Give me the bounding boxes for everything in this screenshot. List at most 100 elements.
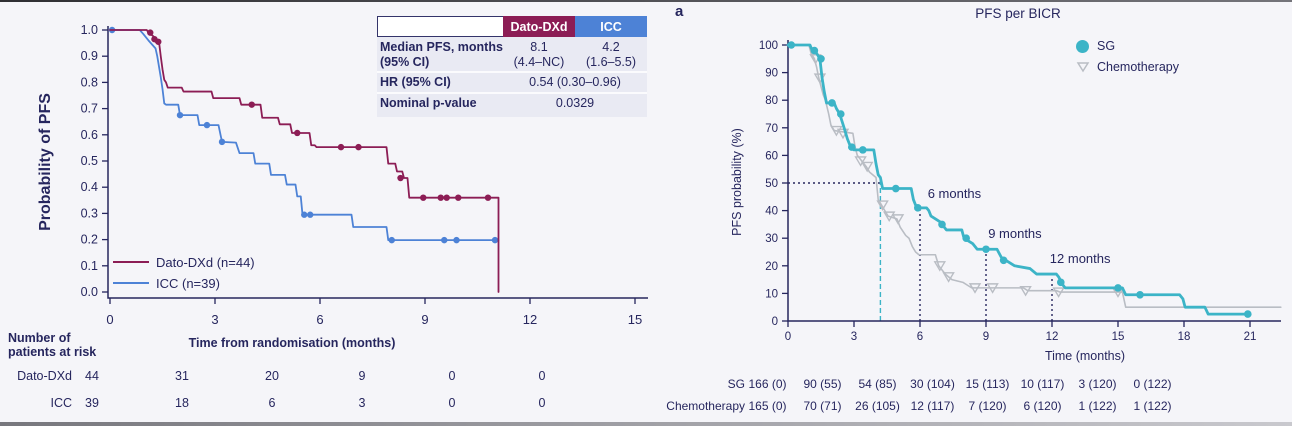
right-chart-title: PFS per BICR: [975, 6, 1061, 21]
risk-value: 7 (120): [968, 399, 1007, 413]
y-tick-label: 100: [759, 40, 778, 52]
sg-legend-marker-icon: [1076, 40, 1089, 53]
risk-value: 26 (105): [855, 399, 900, 413]
censor-mark-dot: [455, 194, 462, 201]
censor-mark-dot: [388, 236, 395, 244]
x-tick-label: 9: [983, 331, 989, 343]
censor-mark-triangle: [986, 283, 999, 294]
censor-mark-dot: [828, 99, 836, 107]
inset-row-separator: [377, 92, 647, 94]
x-tick-label: 9: [421, 312, 428, 327]
risk-row-label: Chemotherapy: [666, 399, 745, 413]
risk-value: 10 (117): [1020, 377, 1065, 391]
censor-mark-dot: [301, 211, 308, 218]
annotation-6-months: 6 months: [927, 186, 982, 202]
risk-value: 15 (113): [965, 377, 1010, 391]
x-tick-label: 3: [211, 312, 218, 327]
risk-value: 1 (122): [1133, 399, 1172, 413]
censor-mark-dot: [453, 236, 460, 244]
y-tick-label: 1.0: [81, 23, 98, 37]
inset-header-icc: ICC: [575, 16, 647, 37]
censor-mark-dot: [441, 236, 448, 244]
censor-mark-triangle: [860, 161, 874, 173]
censor-mark-dot: [914, 204, 922, 212]
censor-mark-dot: [294, 129, 301, 137]
risk-value: 165 (0): [748, 399, 787, 413]
censor-mark-dot: [999, 256, 1008, 265]
inset-header-empty-cell: [377, 16, 503, 37]
x-tick-label: 6: [917, 331, 923, 343]
censor-mark-dot: [337, 143, 345, 151]
risk-value: 70 (71): [803, 399, 842, 413]
risk-value: 0: [538, 396, 546, 410]
risk-value: 3 (120): [1078, 377, 1117, 391]
x-tick-label: 12: [523, 312, 537, 327]
risk-value: 90 (55): [803, 377, 842, 391]
risk-value: 39: [85, 396, 99, 410]
x-tick-label: 21: [1244, 331, 1257, 343]
censor-mark-dot: [155, 38, 162, 45]
risk-value: 20: [265, 369, 279, 383]
censor-mark-dot: [420, 194, 427, 201]
y-tick-label: 0.2: [81, 233, 98, 247]
censor-mark-dot: [810, 46, 819, 55]
inset-table-header: Dato-DXd ICC: [377, 16, 647, 37]
x-tick-label: 12: [1046, 331, 1059, 343]
risk-row-values: 39 18 6 3 0 0: [47, 396, 587, 410]
censor-mark-dot: [484, 194, 492, 201]
risk-value: 18: [175, 396, 189, 410]
censor-mark-triangle: [876, 200, 889, 211]
censor-mark-dot: [938, 220, 946, 229]
dato-dxd-n-44-curve: [109, 29, 500, 293]
y-tick-label: 0.1: [81, 259, 98, 273]
y-tick-label: 0.3: [81, 206, 98, 220]
x-tick-label: 6: [316, 312, 323, 327]
inset-row-95ci: (95% CI) (4.4–NC) (1.6–5.5): [380, 55, 637, 69]
censor-mark-triangle: [1019, 285, 1032, 297]
censor-mark-dot: [1244, 310, 1252, 318]
icc-legend-label: ICC (n=39): [156, 276, 220, 291]
y-tick-label: 90: [765, 68, 778, 80]
censor-mark-dot: [817, 55, 825, 63]
censor-mark-dot: [147, 29, 154, 36]
sg-curve: [786, 43, 1250, 316]
censor-mark-dot: [491, 236, 499, 244]
chemotherapy-legend-label: Chemotherapy: [1097, 60, 1179, 74]
risk-row-label: ICC: [50, 396, 72, 410]
censor-mark-dot: [837, 110, 845, 118]
risk-value: 0 (122): [1133, 377, 1172, 391]
risk-value: 54 (85): [858, 377, 897, 391]
censor-mark-dot: [443, 194, 450, 201]
risk-value: 0: [448, 369, 456, 383]
inset-table-body: Median PFS, months 8.1 4.2 (95% CI) (4.4…: [377, 37, 647, 117]
dato-dxd-legend-line: [113, 261, 149, 263]
bottom-edge-strip: [0, 422, 1292, 426]
y-tick-label: 30: [765, 233, 778, 245]
x-tick-label: 0: [106, 312, 113, 327]
risk-row-label: Dato-DXd: [17, 369, 72, 383]
censor-mark-dot: [218, 138, 226, 146]
panel-label-a: a: [675, 3, 684, 20]
y-tick-label: 60: [765, 150, 778, 162]
top-edge-strip: [0, 0, 1292, 2]
risk-value: 0: [448, 396, 456, 410]
y-tick-label: 0: [772, 316, 778, 328]
chemotherapy-legend-marker-icon: [1076, 62, 1090, 73]
inset-row-pvalue: Nominal p-value 0.0329: [380, 96, 595, 110]
censor-mark-dot: [1136, 290, 1144, 299]
y-tick-label: 50: [765, 178, 778, 190]
censor-mark-dot: [397, 174, 404, 182]
y-tick-label: 20: [765, 261, 778, 273]
censor-mark-triangle: [854, 156, 867, 167]
left-axes: [107, 26, 648, 299]
x-tick-label: 18: [1178, 331, 1191, 343]
risk-row-label: SG: [727, 377, 745, 391]
y-tick-label: 0.0: [81, 285, 98, 299]
censor-mark-dot: [859, 146, 867, 154]
x-tick-label: 15: [1112, 331, 1125, 343]
left-risk-table-title: Number of patients at risk: [8, 331, 97, 360]
inset-header-dato-dxd: Dato-DXd: [503, 16, 575, 37]
risk-value: 44: [85, 369, 99, 383]
right-axes: [787, 40, 1281, 322]
